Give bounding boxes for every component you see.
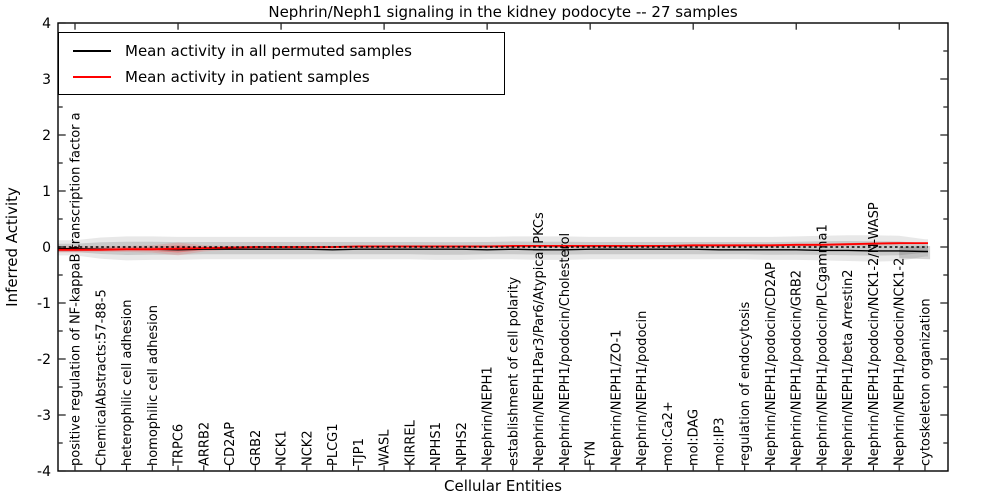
x-tick-label: Nephrin/NEPH1/podocin/Cholesterol [558,233,573,466]
x-tick-label: heterophilic cell adhesion [120,300,135,467]
x-tick-label: FYN [584,441,599,466]
x-tick-label: GRB2 [249,430,264,466]
permuted-line-swatch [73,50,111,52]
x-tick-label: TRPC6 [172,424,187,467]
y-tick-label: -3 [37,408,51,424]
y-tick-label: 0 [42,240,51,256]
x-tick-label: Nephrin/NEPH1/ZO-1 [609,330,624,466]
y-tick-label: -2 [37,352,51,368]
x-tick-label: Nephrin/NEPH1Par3/Par6/Atypical PKCs [532,212,547,466]
y-tick-label: -1 [37,296,51,312]
x-tick-label: ChemicalAbstracts:57-88-5 [94,289,109,466]
x-tick-label: Nephrin/NEPH1/podocin/CD2AP [764,262,779,466]
legend-entry-permuted: Mean activity in all permuted samples [59,38,504,64]
y-tick-label: 1 [42,184,51,200]
x-tick-label: WASL [378,429,393,466]
x-axis-label: Cellular Entities [444,477,562,495]
legend-label-permuted: Mean activity in all permuted samples [125,42,412,60]
chart-title: Nephrin/Neph1 signaling in the kidney po… [268,3,738,21]
legend-box: Mean activity in all permuted samples Me… [58,32,505,95]
data-lines-group [58,242,928,253]
x-tick-label: NPHS1 [429,422,444,466]
x-tick-label: NCK1 [275,430,290,466]
x-tick-label: Nephrin/NEPH1/podocin/GRB2 [790,270,805,466]
y-tick-label: 3 [42,72,51,88]
x-tick-label: Nephrin/NEPH1/podocin/NCK1-2 [893,258,908,466]
x-tick-label: NCK2 [300,430,315,466]
x-tick-label: ARRB2 [197,422,212,466]
legend-entry-patient: Mean activity in patient samples [59,64,504,90]
x-tick-label: TJP1 [352,438,367,467]
patient-mean-line [58,242,928,251]
x-tick-label: Nephrin/NEPH1/beta Arrestin2 [841,270,856,466]
x-tick-label: homophilic cell adhesion [146,305,161,466]
gray-band-outer [58,235,928,262]
x-tick-label: KIRREL [403,419,418,466]
x-tick-label: establishment of cell polarity [506,277,521,466]
plot-frame [57,22,949,472]
x-tick-label: Nephrin/NEPH1/podocin/NCK1-2/N-WASP [867,202,882,466]
x-tick-label: positive regulation of NF-kappaB transcr… [69,112,84,466]
x-tick-label: Nephrin/NEPH1/podocin/PLCgamma1 [815,224,830,466]
dense-overlap-patch [899,246,931,260]
x-tick-label: PLCG1 [326,423,341,466]
x-tick-label: mol:IP3 [712,417,727,466]
y-tick-label: -4 [37,464,51,480]
x-tick-label: regulation of endocytosis [738,301,753,466]
permuted-mean-line [58,247,928,253]
x-tick-label: Nephrin/NEPH1 [481,366,496,466]
patient-line-swatch [73,76,111,78]
y-tick-labels-group: -4 -3 -2 -1 0 1 2 3 4 [37,16,51,480]
x-tick-label: NPHS2 [455,422,470,466]
x-tick-label: cytoskeleton organization [918,298,933,466]
legend-label-patient: Mean activity in patient samples [125,68,370,86]
axes-frame-group [57,22,949,472]
x-tick-label: Nephrin/NEPH1/podocin [635,311,650,466]
y-tick-label: 2 [42,128,51,144]
x-tick-labels-group: positive regulation of NF-kappaB transcr… [69,112,934,467]
x-tick-label: mol:DAG [687,409,702,466]
y-tick-label: 4 [42,16,51,32]
x-tick-label: CD2AP [223,422,238,466]
x-tick-label: mol:Ca2+ [661,401,676,466]
